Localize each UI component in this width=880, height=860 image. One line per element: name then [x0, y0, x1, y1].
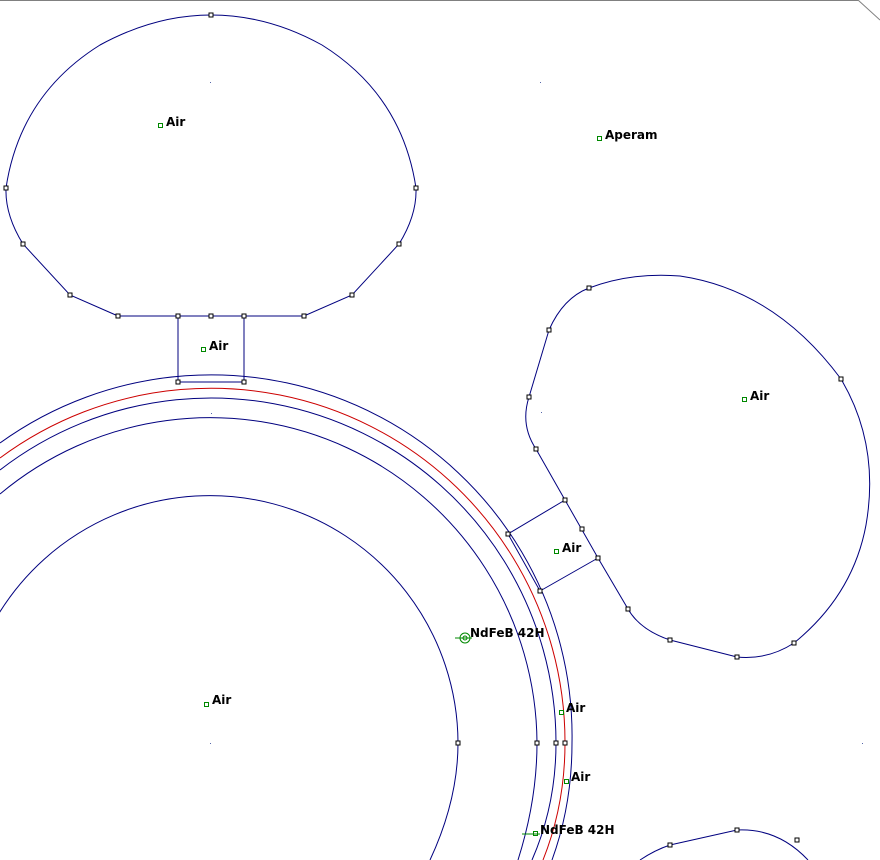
stator-slot-top-outline[interactable]	[5, 14, 417, 317]
dot	[211, 413, 212, 414]
label-text: Air	[566, 701, 585, 715]
rotor-core-boundary[interactable]	[0, 495, 459, 860]
geometry-node[interactable]	[208, 313, 214, 319]
label-air-slot-right[interactable]: Air	[742, 389, 770, 403]
label-air-slot-top[interactable]: Air	[158, 115, 186, 129]
stator-bore-arc[interactable]	[0, 374, 573, 860]
label-marker[interactable]	[204, 702, 209, 707]
label-air-rotor-core[interactable]: Air	[204, 693, 232, 707]
geometry-node[interactable]	[586, 285, 592, 291]
label-text: Air	[750, 389, 769, 403]
geometry-node[interactable]	[396, 241, 402, 247]
stator-slot-bottom-fragment[interactable]	[639, 829, 809, 860]
geometry-node[interactable]	[413, 185, 419, 191]
geometry-node[interactable]	[667, 637, 673, 643]
geometry-node[interactable]	[625, 606, 631, 612]
slot-neck-right[interactable]	[507, 499, 599, 592]
dot	[862, 743, 863, 744]
geometry-node[interactable]	[455, 740, 461, 746]
geometry-node[interactable]	[241, 313, 247, 319]
label-marker-circle[interactable]	[459, 632, 471, 644]
label-magnet-1[interactable]: NdFeB 42H	[455, 626, 545, 644]
geometry-node[interactable]	[794, 837, 800, 843]
rotor-arc-middle[interactable]	[0, 397, 557, 860]
label-marker[interactable]	[742, 397, 747, 402]
dot	[541, 412, 542, 413]
label-air-gap-2[interactable]: Air	[564, 770, 591, 784]
label-aperam[interactable]: Aperam	[597, 128, 658, 142]
node-markers[interactable]	[3, 12, 844, 848]
label-marker-center	[462, 635, 468, 641]
geometry-node[interactable]	[579, 526, 585, 532]
geometry-node[interactable]	[546, 327, 552, 333]
label-air-gap-1[interactable]: Air	[559, 701, 586, 715]
frame	[0, 0, 880, 21]
geometry-node[interactable]	[115, 313, 121, 319]
geometry-node[interactable]	[3, 185, 9, 191]
geometry-node[interactable]	[534, 740, 540, 746]
label-marker[interactable]	[564, 779, 569, 784]
label-magnet-2[interactable]: NdFeB 42H	[522, 823, 615, 837]
label-text: NdFeB 42H	[540, 823, 615, 837]
geometry-node[interactable]	[537, 588, 543, 594]
geometry-node[interactable]	[67, 292, 73, 298]
geometry-node[interactable]	[734, 827, 740, 833]
slot-neck-top[interactable]	[177, 316, 245, 383]
block-labels[interactable]: Air Aperam Air Air Air NdFeB 42H Air	[158, 115, 770, 837]
geometry-node[interactable]	[349, 292, 355, 298]
geometry-node[interactable]	[791, 640, 797, 646]
geometry-node[interactable]	[562, 497, 568, 503]
frame-corner-edge	[857, 0, 880, 21]
rotor-arc-inner[interactable]	[0, 417, 538, 860]
label-marker[interactable]	[597, 136, 602, 141]
label-marker[interactable]	[201, 347, 206, 352]
dot	[210, 743, 211, 744]
geometry-node[interactable]	[595, 555, 601, 561]
label-text: Air	[571, 770, 590, 784]
dot	[540, 82, 541, 83]
geometry-node[interactable]	[208, 12, 214, 18]
boundaries[interactable]	[0, 14, 871, 860]
geometry-node[interactable]	[241, 379, 247, 385]
geometry-node[interactable]	[562, 740, 568, 746]
geometry-node[interactable]	[301, 313, 307, 319]
label-marker[interactable]	[158, 123, 163, 128]
label-air-right-neck[interactable]: Air	[554, 541, 582, 555]
magnet-arc[interactable]	[0, 387, 566, 860]
geometry-node[interactable]	[175, 313, 181, 319]
label-text: Aperam	[605, 128, 658, 142]
geometry-node[interactable]	[838, 376, 844, 382]
label-text: Air	[166, 115, 185, 129]
geometry-node[interactable]	[175, 379, 181, 385]
label-air-slot-neck[interactable]: Air	[201, 339, 229, 353]
region-center-dots	[210, 82, 863, 744]
stator-slot-right-outline[interactable]	[525, 274, 871, 658]
geometry-node[interactable]	[533, 446, 539, 452]
geometry-node[interactable]	[526, 394, 532, 400]
label-text: Air	[562, 541, 581, 555]
geometry-node[interactable]	[505, 531, 511, 537]
label-text: Air	[209, 339, 228, 353]
geometry-node[interactable]	[20, 241, 26, 247]
label-text: NdFeB 42H	[470, 626, 545, 640]
label-marker[interactable]	[554, 549, 559, 554]
label-marker[interactable]	[559, 710, 564, 715]
geometry-node[interactable]	[553, 740, 559, 746]
label-marker[interactable]	[533, 831, 538, 836]
label-text: Air	[212, 693, 231, 707]
dot	[210, 82, 211, 83]
geometry-node[interactable]	[734, 654, 740, 660]
geometry-node[interactable]	[667, 842, 673, 848]
